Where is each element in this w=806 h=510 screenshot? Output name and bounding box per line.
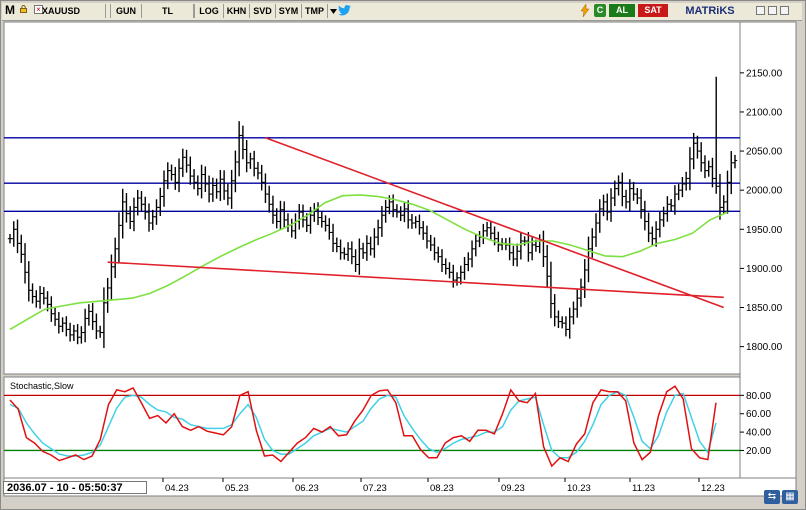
date-tick-label: 08.23 — [430, 483, 454, 494]
y-axis-bg — [739, 21, 797, 479]
price-tick-label: 1900.00 — [746, 264, 783, 275]
minimize-icon[interactable] — [756, 6, 765, 15]
toolbar: M × XAUUSD GUN TL LOG KHN SVD SYM TMP C … — [2, 3, 802, 21]
sym-button[interactable]: SYM — [276, 4, 302, 18]
price-tick-label: 2050.00 — [746, 147, 783, 158]
date-tick-label: 12.23 — [701, 483, 725, 494]
date-tick-label: 05.23 — [225, 483, 249, 494]
svd-button[interactable]: SVD — [250, 4, 276, 18]
price-tick-label: 1950.00 — [746, 225, 783, 236]
price-tick-label: 2000.00 — [746, 186, 783, 197]
currency-button[interactable]: TL — [142, 4, 194, 18]
stoch-tick-label: 80.00 — [746, 391, 771, 402]
close-icon[interactable]: × — [34, 5, 43, 14]
matriks-brand: MATRiKS — [685, 5, 735, 17]
sat-button[interactable]: SAT — [638, 4, 668, 17]
price-y-axis: 1800.00 1850.00 1900.00 1950.00 2000.00 2050.… — [740, 68, 783, 353]
date-tick-label: 07.23 — [363, 483, 387, 494]
stoch-tick-label: 20.00 — [746, 446, 771, 457]
dropdown-arrow-icon[interactable] — [330, 9, 337, 14]
date-tick-label: 11.23 — [632, 483, 655, 494]
grid-icon[interactable]: ▦ — [782, 490, 798, 504]
sync-icon[interactable]: ⇆ — [764, 490, 780, 504]
c-button[interactable]: C — [594, 4, 606, 17]
price-tick-label: 2150.00 — [746, 68, 783, 79]
trend-line — [107, 261, 724, 299]
date-tick-label: 09.23 — [501, 483, 525, 494]
stochastic-lines — [4, 385, 740, 468]
trend-line — [265, 137, 725, 309]
stochastic-title: Stochastic,Slow — [10, 381, 74, 391]
date-tick-label: 10.23 — [567, 483, 591, 494]
trend-lines — [107, 137, 725, 309]
date-x-axis: 04.23 05.23 06.23 07.23 08.23 09.23 10.23 11.23… — [162, 478, 725, 494]
stoch-panel-bg — [3, 376, 741, 479]
symbol-label[interactable]: XAUUSD — [42, 4, 106, 18]
stoch-k-line — [9, 385, 717, 468]
price-tick-label: 2100.00 — [746, 107, 783, 118]
stoch-tick-label: 60.00 — [746, 409, 771, 420]
twitter-icon[interactable] — [338, 5, 351, 16]
al-button[interactable]: AL — [609, 4, 635, 17]
ohlc-bar — [732, 154, 738, 169]
log-button[interactable]: LOG — [194, 4, 224, 18]
moving-average-line — [9, 194, 728, 331]
lock-icon[interactable] — [20, 5, 27, 13]
maximize-icon[interactable] — [768, 6, 777, 15]
window-close-icon[interactable] — [780, 6, 789, 15]
stoch-d-line — [9, 390, 717, 459]
date-tick-label: 06.23 — [295, 483, 319, 494]
price-bars — [7, 76, 738, 348]
matriks-logo-letter: M — [5, 3, 15, 17]
lightning-icon[interactable] — [580, 4, 590, 17]
stoch-y-axis: 20.00 40.00 60.00 80.00 — [740, 391, 771, 457]
period-button[interactable]: GUN — [110, 4, 142, 18]
date-tick-label: 04.23 — [165, 483, 189, 494]
timestamp: 2036.07 - 10 - 05:50:37 — [3, 481, 147, 494]
price-tick-label: 1850.00 — [746, 303, 783, 314]
tmp-button[interactable]: TMP — [302, 4, 328, 18]
price-panel-bg — [3, 21, 741, 375]
price-tick-label: 1800.00 — [746, 342, 783, 353]
khn-button[interactable]: KHN — [224, 4, 250, 18]
stoch-tick-label: 40.00 — [746, 428, 771, 439]
